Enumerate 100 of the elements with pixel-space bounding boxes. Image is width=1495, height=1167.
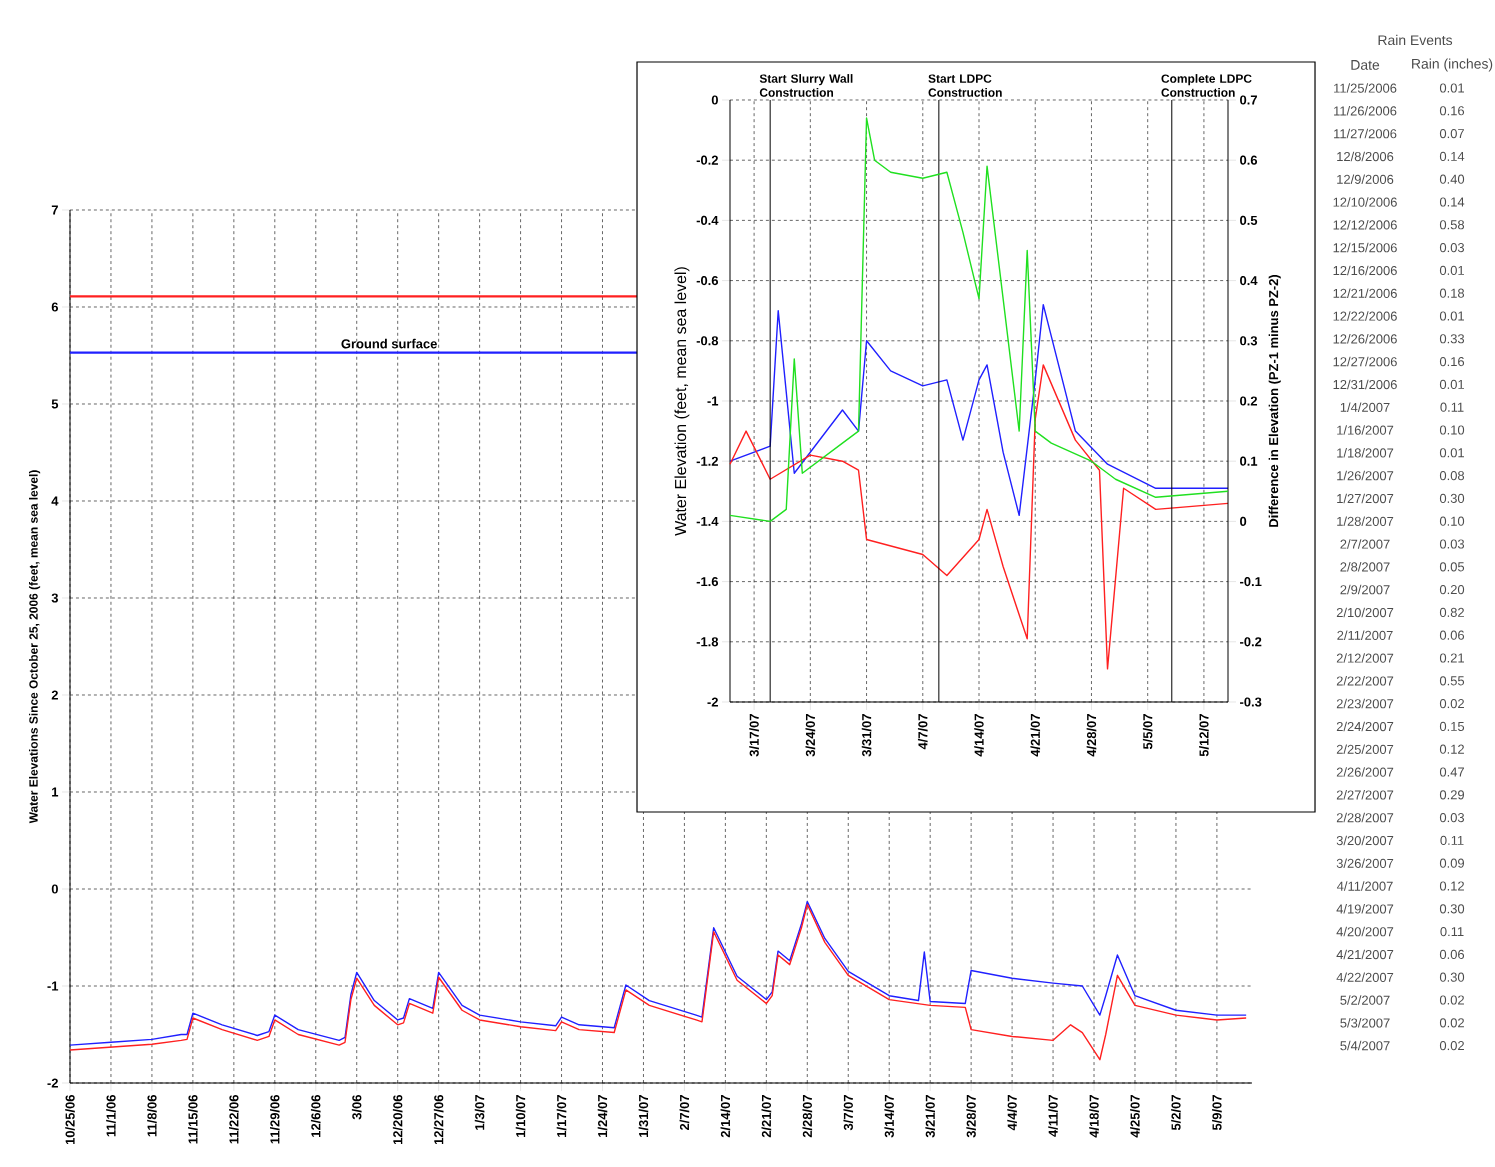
text: 0.10 (1439, 425, 1465, 435)
text: 0.10 (1439, 516, 1465, 526)
category-label: 1/26/2007 (1337, 470, 1394, 481)
text: 0.08 (1439, 471, 1465, 481)
y-axis-title: Water Elevations Since October 25, 2006 (feet, mean sea level) (28, 470, 41, 824)
text: 0.02 (1439, 995, 1464, 1005)
text: 0.01 (1439, 311, 1464, 321)
y-tick-label: 2 (51, 690, 58, 700)
text: 0.40 (1439, 174, 1465, 184)
text: 0.33 (1439, 334, 1465, 344)
x-tick-label: 4/7/07 (917, 714, 928, 750)
text: 0.01 (1439, 448, 1464, 458)
x-tick-label: 1/31/07 (638, 1095, 649, 1137)
y-tick-label: -1 (47, 981, 59, 991)
y-tick-label: -0.4 (696, 215, 719, 225)
text: 0.11 (1440, 835, 1464, 845)
category-label: 2/25/2007 (1336, 744, 1394, 754)
category-label: 12/27/2006 (1333, 356, 1397, 367)
x-tick-label: 12/6/06 (310, 1094, 321, 1137)
category-label: 12/10/2006 (1333, 197, 1397, 207)
x-tick-label: 4/21/07 (1030, 714, 1041, 757)
category-label: 2/10/2007 (1336, 607, 1394, 618)
text: 0.11 (1440, 927, 1464, 937)
x-tick-label: 2/28/07 (802, 1095, 813, 1138)
text: 0.12 (1439, 744, 1464, 754)
category-label: 12/16/2006 (1333, 265, 1397, 276)
category-label: 1/28/2007 (1337, 516, 1394, 526)
text: 0.11 (1440, 402, 1464, 412)
y-tick-label: 5 (51, 399, 59, 409)
y-tick-label: -1.6 (696, 577, 719, 587)
category-label: 2/12/2007 (1336, 653, 1394, 663)
category-label: 3/26/2007 (1336, 858, 1394, 868)
y-tick-label: -0.6 (696, 276, 719, 286)
x-tick-label: 4/28/07 (1086, 714, 1097, 757)
text: 0.47 (1439, 767, 1464, 777)
y2-tick-label: 0 (1240, 516, 1247, 526)
y-tick-label: -1 (707, 396, 719, 406)
x-tick-label: 4/4/07 (1007, 1095, 1017, 1131)
y-tick-label: 7 (51, 205, 58, 215)
category-label: 1/27/2007 (1337, 493, 1394, 504)
category-label: 2/23/2007 (1336, 698, 1394, 709)
x-tick-label: 5/9/07 (1212, 1095, 1222, 1131)
x-tick-label: 11/1/06 (106, 1094, 116, 1137)
text: 0.03 (1439, 539, 1465, 549)
text: 0.05 (1439, 562, 1465, 572)
y-tick-label: 1 (52, 787, 59, 797)
category-label: 4/22/2007 (1336, 972, 1394, 982)
x-tick-label: 3/06 (351, 1094, 362, 1120)
text: 0.09 (1439, 858, 1465, 868)
y-tick-label: 0 (51, 884, 58, 894)
x-tick-label: 11/15/06 (188, 1094, 198, 1144)
text: 0.82 (1439, 607, 1464, 617)
y2-tick-label: 0.1 (1240, 456, 1258, 466)
category-label: 4/19/2007 (1336, 904, 1394, 914)
text: 0.20 (1439, 585, 1465, 595)
x-tick-label: 4/11/07 (1048, 1095, 1058, 1137)
ref-line-label: Start Slurry Wall Construction (759, 74, 853, 97)
x-tick-label: 3/28/07 (966, 1095, 976, 1138)
category-label: 12/12/2006 (1333, 220, 1397, 230)
text: 0.21 (1439, 653, 1464, 663)
text: 0.15 (1439, 721, 1465, 731)
text: Rain Events (1378, 34, 1453, 46)
category-label: 2/22/2007 (1336, 676, 1394, 686)
text: 0.03 (1439, 243, 1465, 253)
text: 0.29 (1439, 790, 1465, 800)
category-label: 12/26/2006 (1333, 334, 1397, 344)
x-tick-label: 4/14/07 (974, 714, 984, 757)
text: 0.06 (1439, 630, 1465, 640)
text: 0.30 (1439, 493, 1465, 503)
x-tick-label: 2/7/07 (679, 1095, 690, 1131)
x-tick-label: 3/21/07 (925, 1095, 936, 1138)
text: 0.03 (1439, 813, 1465, 823)
text: 0.01 (1439, 265, 1464, 275)
y-tick-label: 0 (711, 95, 718, 105)
category-label: 2/7/2007 (1340, 539, 1390, 549)
category-label: 2/9/2007 (1340, 584, 1390, 595)
x-tick-label: 12/20/06 (392, 1094, 403, 1145)
y2-tick-label: 0.7 (1240, 95, 1257, 105)
text: Date (1351, 60, 1380, 70)
text: 0.02 (1439, 1041, 1464, 1051)
line-series (729, 303, 1229, 517)
y2-tick-label: 0.6 (1240, 155, 1258, 165)
category-label: 5/2/2007 (1340, 995, 1390, 1005)
category-label: 1/4/2007 (1340, 402, 1390, 412)
x-tick-label: 3/14/07 (884, 1095, 895, 1138)
text: 0.01 (1439, 83, 1464, 93)
y2-tick-label: 0.4 (1240, 276, 1258, 286)
x-tick-label: 1/3/07 (474, 1095, 485, 1130)
line-series (729, 117, 1229, 523)
text: 0.06 (1439, 949, 1465, 959)
text: Rain (inches) (1412, 58, 1493, 72)
y-tick-label: -0.2 (696, 155, 718, 165)
y-tick-label: -2 (47, 1078, 58, 1088)
category-label: 2/24/2007 (1336, 721, 1394, 732)
text: 0.14 (1439, 197, 1465, 207)
category-label: 5/3/2007 (1340, 1018, 1390, 1028)
category-label: 5/4/2007 (1340, 1040, 1390, 1051)
y-tick-label: -1.8 (696, 637, 719, 647)
text: 0.55 (1439, 676, 1465, 686)
text: 0.16 (1439, 357, 1465, 367)
